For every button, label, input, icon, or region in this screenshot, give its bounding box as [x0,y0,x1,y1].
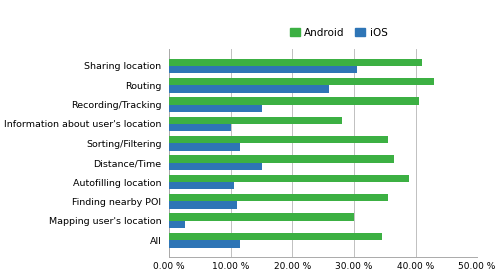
Bar [169,233,382,240]
Bar [169,97,418,104]
Bar [169,136,388,143]
Bar [169,104,262,112]
Bar [169,182,234,189]
Bar [169,175,410,182]
Bar [169,143,240,151]
Bar [169,66,357,73]
Bar [169,163,262,170]
Bar [169,213,354,221]
Bar [169,221,184,228]
Legend: Android, iOS: Android, iOS [286,23,392,42]
Bar [169,85,330,93]
Bar [169,117,342,124]
Bar [169,59,421,66]
Bar [169,240,240,248]
Bar [169,194,388,201]
Bar [169,124,231,131]
Bar [169,201,237,209]
Bar [169,78,434,85]
Bar [169,155,394,163]
